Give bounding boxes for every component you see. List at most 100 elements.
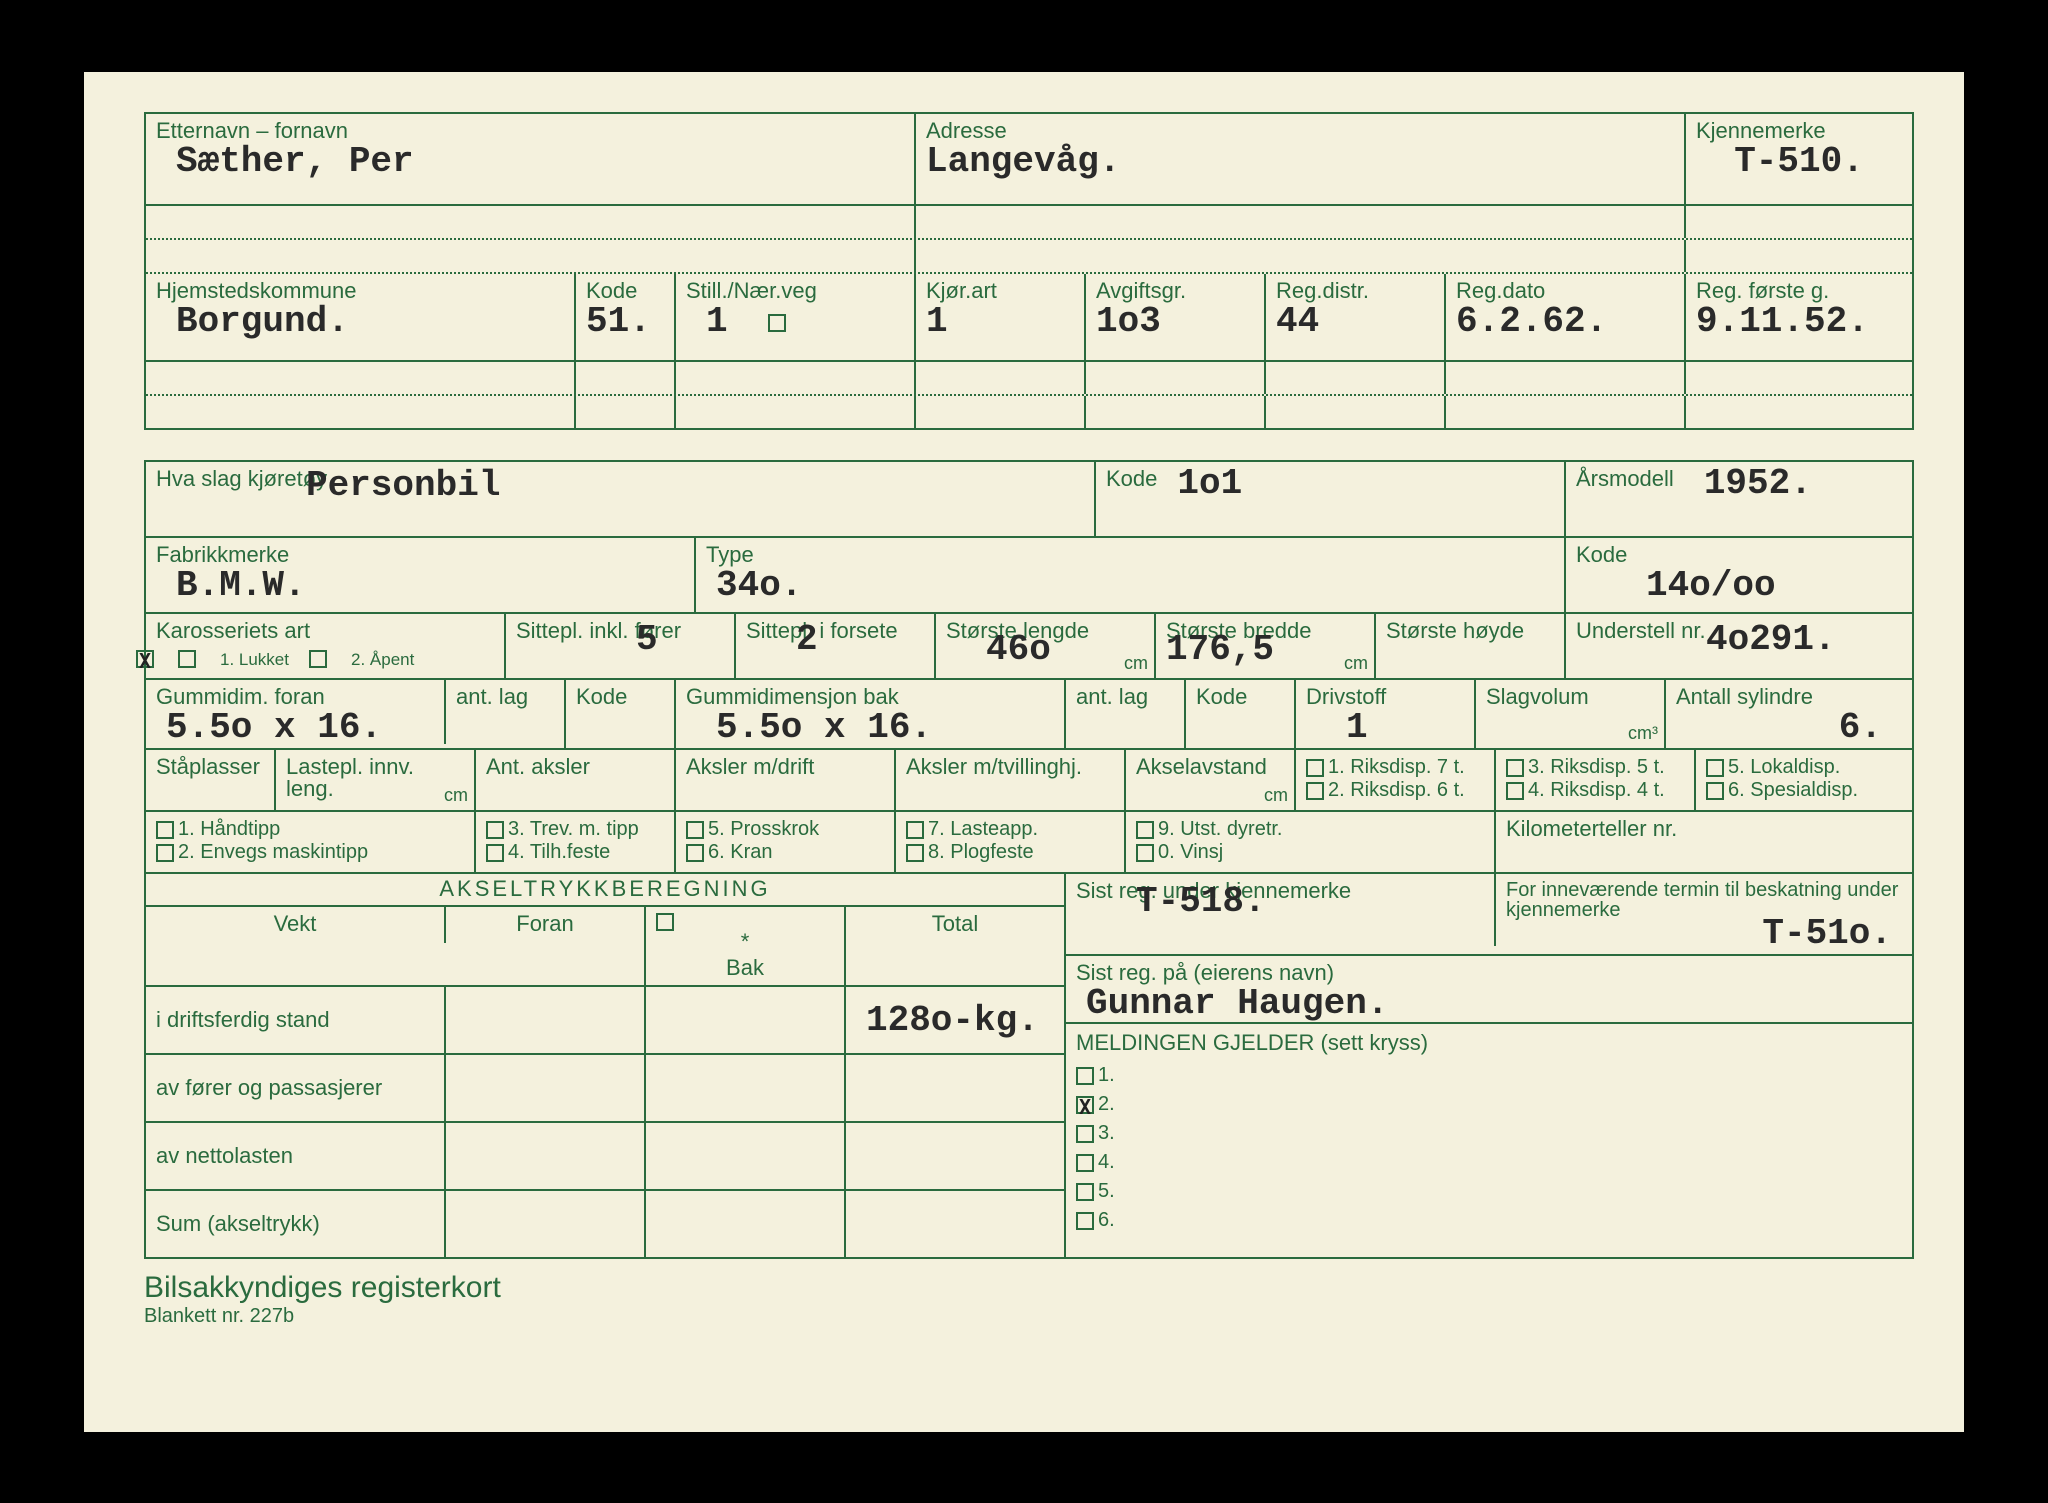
body-opt1: 1. Lukket — [220, 650, 289, 670]
disp-label: Slagvolum — [1486, 686, 1654, 708]
r6: 2. Riksdisp. 6 t. — [1328, 779, 1465, 801]
e2: 2. Envegs maskintipp — [178, 841, 368, 863]
chassis-value: 4o291. — [1576, 622, 1902, 658]
tax-value: T-51o. — [1506, 916, 1902, 952]
c-total: Total — [856, 913, 1054, 935]
e7: 7. Lasteapp. — [928, 818, 1038, 840]
load-label: Lastepl. innv. leng. — [286, 756, 464, 800]
l6: 6. Spesialdisp. — [1728, 779, 1858, 801]
stand-label: Ståplasser — [156, 756, 264, 778]
e7-cb[interactable] — [906, 821, 924, 839]
registration-card: Etternavn – fornavn Sæther, Per Adresse … — [84, 72, 1964, 1432]
r4-cb[interactable] — [1506, 782, 1524, 800]
kjart-value: 1 — [926, 304, 1074, 340]
kode-label: Kode — [586, 280, 664, 302]
fuel-value: 1 — [1306, 710, 1464, 746]
vtype-value: Personbil — [156, 468, 1084, 504]
still-value: 1 — [686, 304, 728, 340]
wr4: Sum (akseltrykk) — [156, 1213, 434, 1235]
l5-cb[interactable] — [1706, 759, 1724, 777]
antaks-label: Ant. aksler — [486, 756, 664, 778]
e1: 1. Håndtipp — [178, 818, 280, 840]
brand-label: Fabrikkmerke — [156, 544, 684, 566]
body-opt2-checkbox[interactable] — [309, 650, 327, 668]
l5: 5. Lokaldisp. — [1728, 756, 1840, 778]
regdato-value: 6.2.62. — [1456, 304, 1674, 340]
brand-value: B.M.W. — [156, 568, 684, 604]
meld-4-cb[interactable] — [1076, 1154, 1094, 1172]
e0-cb[interactable] — [1136, 844, 1154, 862]
mkode-value: 14o/oo — [1576, 568, 1902, 604]
antlag2: ant. lag — [1076, 686, 1174, 708]
seats-value: 5 — [516, 622, 724, 658]
wr2: av fører og passasjerer — [156, 1077, 434, 1099]
e6: 6. Kran — [708, 841, 772, 863]
twin-label: Aksler m/tvillinghj. — [906, 756, 1114, 778]
right-column: Sist reg. under kjennemerke T-518. For i… — [1066, 874, 1912, 1257]
footer-title: Bilsakkyndiges registerkort — [144, 1271, 1914, 1305]
still-label: Still./Nær.veg — [686, 280, 904, 302]
e2-cb[interactable] — [156, 844, 174, 862]
regdist-value: 44 — [1276, 304, 1434, 340]
r5: 3. Riksdisp. 5 t. — [1528, 756, 1665, 778]
meld-2: 2. — [1098, 1093, 1115, 1115]
c-vekt: Vekt — [156, 913, 434, 935]
trear-value: 5.5o x 16. — [686, 710, 1054, 746]
meld-3-cb[interactable] — [1076, 1125, 1094, 1143]
meld-3: 3. — [1098, 1122, 1115, 1144]
c-bak: Bak — [656, 957, 834, 979]
cyl-value: 6. — [1676, 710, 1902, 746]
meld-5-cb[interactable] — [1076, 1183, 1094, 1201]
e0: 0. Vinsj — [1158, 841, 1223, 863]
meld-6: 6. — [1098, 1209, 1115, 1231]
mkode-label: Kode — [1576, 544, 1902, 566]
owner-label: Sist reg. på (eierens navn) — [1076, 962, 1902, 984]
year-label: Årsmodell — [1576, 468, 1674, 490]
bak-cb[interactable] — [656, 913, 674, 931]
address-label: Adresse — [926, 120, 1674, 142]
tfront-label: Gummidim. foran — [156, 686, 434, 708]
e9-cb[interactable] — [1136, 821, 1154, 839]
e1-cb[interactable] — [156, 821, 174, 839]
body-opt1-checkbox[interactable] — [178, 650, 196, 668]
weight-title: AKSELTRYKKBEREGNING — [439, 876, 770, 901]
vehicle-block: Hva slag kjøretøy Personbil Kode 1o1 Års… — [144, 460, 1914, 1259]
drive-label: Aksler m/drift — [686, 756, 884, 778]
l6-cb[interactable] — [1706, 782, 1724, 800]
plate-label: Kjennemerke — [1696, 120, 1902, 142]
meld-2-cb[interactable] — [1076, 1096, 1094, 1114]
r7-cb[interactable] — [1306, 759, 1324, 777]
r6-cb[interactable] — [1306, 782, 1324, 800]
name-value: Sæther, Per — [156, 144, 904, 180]
body-closed-checkbox[interactable] — [136, 650, 154, 668]
c-foran: Foran — [456, 913, 634, 935]
meld-6-cb[interactable] — [1076, 1212, 1094, 1230]
cyl-label: Antall sylindre — [1676, 686, 1902, 708]
front-value: 2 — [746, 622, 924, 658]
name-label: Etternavn – fornavn — [156, 120, 904, 142]
kode1: Kode — [576, 686, 664, 708]
e4-cb[interactable] — [486, 844, 504, 862]
wr1-total: 128o-kg. — [856, 1003, 1054, 1039]
fuel-label: Drivstoff — [1306, 686, 1464, 708]
owner-value: Gunnar Haugen. — [1076, 986, 1902, 1022]
footer: Bilsakkyndiges registerkort Blankett nr.… — [144, 1271, 1914, 1328]
avg-value: 1o3 — [1096, 304, 1254, 340]
weight-table: AKSELTRYKKBEREGNING Vekt Foran * Bak Tot… — [146, 874, 1066, 1257]
e9: 9. Utst. dyretr. — [1158, 818, 1282, 840]
still-checkbox[interactable] — [768, 314, 786, 332]
year-value: 1952. — [1674, 466, 1902, 502]
e3-cb[interactable] — [486, 821, 504, 839]
meld-label: MELDINGEN GJELDER (sett kryss) — [1076, 1032, 1902, 1054]
address-value: Langevåg. — [926, 144, 1674, 180]
e8-cb[interactable] — [906, 844, 924, 862]
meld-1-cb[interactable] — [1076, 1067, 1094, 1085]
meld-4: 4. — [1098, 1151, 1115, 1173]
e5-cb[interactable] — [686, 821, 704, 839]
c-bak-star: * — [656, 931, 834, 953]
e6-cb[interactable] — [686, 844, 704, 862]
e8: 8. Plogfeste — [928, 841, 1034, 863]
meld-5: 5. — [1098, 1180, 1115, 1202]
r5-cb[interactable] — [1506, 759, 1524, 777]
len-value: 46o — [946, 632, 1144, 668]
